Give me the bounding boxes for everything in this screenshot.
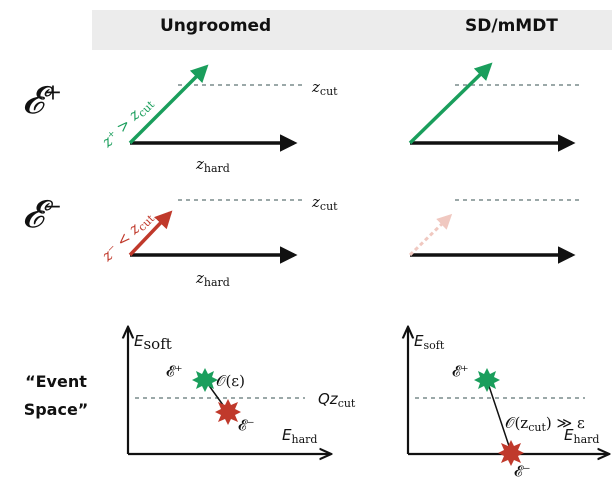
eplus-star bbox=[474, 368, 500, 392]
soft-arrow-green bbox=[408, 62, 493, 145]
row-label-eminus: 𝓔− bbox=[22, 192, 63, 236]
zhard-label: zhard bbox=[195, 269, 230, 289]
eminus-star bbox=[498, 440, 524, 466]
zcut-label: zcut bbox=[311, 193, 338, 213]
eplus-label: 𝓔⁺ bbox=[452, 362, 469, 380]
ehard-label: Ehard bbox=[564, 426, 599, 446]
esoft-label: Esoft bbox=[414, 332, 445, 352]
zhard-label: zhard bbox=[195, 155, 230, 175]
row-label-eplus: 𝓔+ bbox=[22, 78, 63, 122]
panel-minus-groomed bbox=[408, 199, 580, 264]
order-eps-label: 𝒪(ε) bbox=[216, 372, 245, 390]
qzcut-label: Qzcut bbox=[318, 390, 356, 410]
header-groomed: SD/mMDT bbox=[465, 16, 558, 36]
eplus-star bbox=[192, 368, 218, 392]
eminus-label: 𝓔⁻ bbox=[238, 416, 255, 434]
eminus-label: 𝓔⁻ bbox=[514, 462, 531, 480]
ehard-label: Ehard bbox=[282, 426, 317, 446]
esoft-label: Esoft bbox=[134, 332, 172, 353]
groomed-soft-arrow-faded bbox=[408, 213, 453, 257]
event-space-ungroomed: Esoft Ehard Qzcut 𝓔⁺ 𝓔⁻ 𝒪(ε) bbox=[128, 328, 356, 454]
event-space-title: “Event Space” bbox=[23, 372, 89, 419]
soft-arrow-red bbox=[128, 210, 173, 257]
zcut-label: zcut bbox=[311, 78, 338, 98]
panel-plus-ungroomed: zcut zhard z⁺ > zcut bbox=[97, 64, 338, 175]
eminus-star bbox=[215, 399, 241, 425]
event-space-groomed: Esoft Ehard 𝓔⁺ 𝓔⁻ 𝒪(zcut) ≫ ε bbox=[408, 328, 608, 480]
eplus-label: 𝓔⁺ bbox=[166, 362, 183, 380]
order-zcut-label: 𝒪(zcut) ≫ ε bbox=[505, 414, 585, 434]
header-ungroomed: Ungroomed bbox=[160, 16, 272, 36]
connector-line bbox=[486, 379, 512, 453]
soft-arrow-green bbox=[128, 64, 209, 145]
panel-minus-ungroomed: zcut zhard z⁻ < zcut bbox=[97, 193, 338, 289]
header-band bbox=[92, 10, 612, 50]
panel-plus-groomed bbox=[408, 62, 580, 152]
